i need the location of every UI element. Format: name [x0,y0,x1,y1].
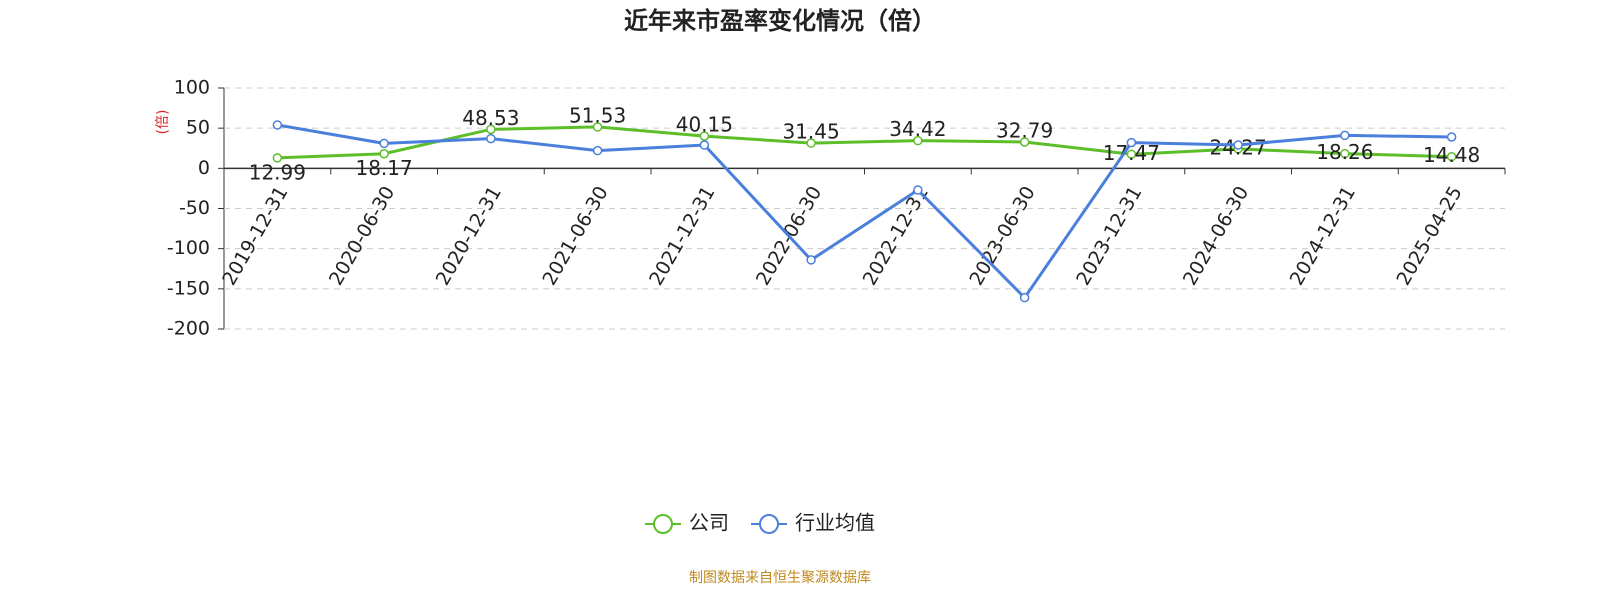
x-tick-label: 2020-12-31 [432,183,506,290]
point [1340,148,1350,159]
value-label: 34.42 [889,117,946,141]
point [1233,140,1243,150]
value-label: 18.26 [1316,140,1373,164]
x-tick-label: 2024-12-31 [1286,183,1360,290]
legend-label[interactable]: 公司 [689,511,729,535]
x-tick-label: 2023-06-30 [965,183,1039,290]
y-axis-label: (倍) [155,110,171,135]
y-tick-label: -200 [167,318,210,340]
y-tick-label: -50 [179,197,210,219]
legend-label[interactable]: 行业均值 [795,511,875,535]
point [592,122,603,132]
source-note: 制图数据来自恒生聚源数据库 [689,570,871,586]
point [913,185,923,195]
y-tick-label: 50 [186,117,210,139]
point [592,145,603,156]
point [486,124,496,135]
point [699,131,710,141]
series-line [277,125,1452,160]
legend-marker[interactable] [653,514,673,534]
x-tick-label: 2021-06-30 [538,183,612,290]
point [379,138,389,149]
point [806,255,816,265]
point [1126,137,1137,148]
value-label: 18.17 [355,156,412,180]
y-tick-label: 100 [174,77,210,99]
point [272,120,283,130]
value-label: 32.79 [996,118,1053,142]
legend-marker[interactable] [759,514,779,534]
value-label: 31.45 [782,120,839,144]
point [379,148,389,159]
point [1019,292,1030,303]
value-label: 40.15 [676,113,733,137]
value-label: 12.99 [249,160,306,184]
point [272,153,283,163]
point [1446,151,1457,162]
x-tick-label: 2019-12-31 [218,183,292,290]
point [1019,137,1030,147]
point [913,135,923,146]
point [699,140,710,150]
x-tick-label: 2025-04-25 [1392,183,1466,290]
point [806,138,816,148]
x-tick-label: 2021-12-31 [645,183,719,290]
x-tick-label: 2023-12-31 [1072,183,1146,290]
point [1126,149,1137,160]
y-tick-label: -100 [167,237,210,259]
x-tick-label: 2020-06-30 [325,183,399,290]
y-tick-label: -150 [167,277,210,299]
x-tick-label: 2024-06-30 [1179,183,1253,290]
point [1446,132,1457,142]
y-tick-label: 0 [198,157,210,179]
chart-title: 近年来市盈率变化情况（倍） [624,7,936,35]
value-label: 48.53 [462,106,519,130]
point [1340,130,1350,141]
series-line [277,123,1452,301]
x-tick-label: 2022-12-31 [859,183,933,290]
value-label: 14.48 [1423,143,1480,167]
value-label: 51.53 [569,103,626,127]
point [486,133,496,144]
